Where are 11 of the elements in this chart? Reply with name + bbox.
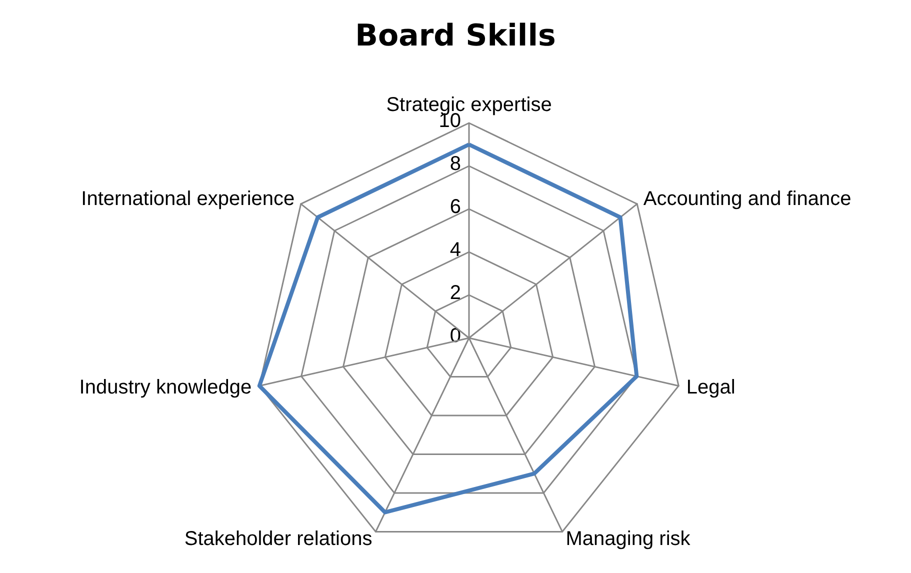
spoke-label: Industry knowledge xyxy=(79,376,252,399)
spoke-label: Legal xyxy=(686,376,736,399)
y-tick-label: 6 xyxy=(450,196,461,218)
chart-title: Board Skills xyxy=(355,18,556,54)
y-tick-label: 4 xyxy=(450,239,461,261)
y-tick-label: 2 xyxy=(450,282,461,304)
spoke-label: Stakeholder relations xyxy=(184,528,372,550)
spoke-label: Managing risk xyxy=(566,528,692,550)
spoke-label: International experience xyxy=(81,188,295,210)
y-tick-label: 8 xyxy=(450,153,461,175)
spoke-label: Accounting and finance xyxy=(643,188,852,210)
